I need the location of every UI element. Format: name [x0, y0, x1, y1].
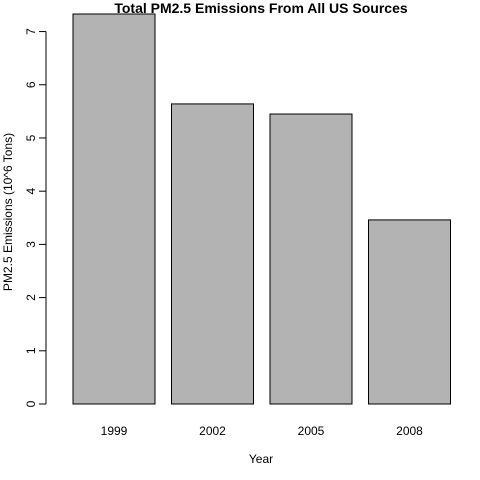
bar-2008: [368, 219, 451, 405]
bar-2005: [269, 113, 353, 405]
x-tick-label: 2008: [396, 424, 423, 438]
y-tick-label: 0: [24, 400, 38, 407]
bars-group: [72, 13, 451, 405]
x-axis-label: Year: [249, 452, 273, 466]
x-axis-ticks: 1999 2002 2005 2008: [101, 424, 424, 438]
y-tick-label: 7: [24, 28, 38, 35]
x-tick-label: 1999: [101, 424, 128, 438]
y-axis-label: PM2.5 Emissions (10^6 Tons): [1, 133, 15, 291]
x-tick-label: 2005: [298, 424, 325, 438]
x-tick-label: 2002: [199, 424, 226, 438]
chart-title: Total PM2.5 Emissions From All US Source…: [114, 0, 408, 16]
y-tick-label: 3: [24, 241, 38, 248]
y-tick-label: 2: [24, 294, 38, 301]
bar-1999: [72, 13, 156, 405]
y-tick-label: 6: [24, 81, 38, 88]
y-tick-label: 5: [24, 134, 38, 141]
y-tick-label: 4: [24, 188, 38, 195]
bar-2002: [171, 103, 254, 405]
y-axis: 0 1 2 3 4 5 6 7: [24, 28, 47, 407]
y-tick-label: 1: [24, 347, 38, 354]
